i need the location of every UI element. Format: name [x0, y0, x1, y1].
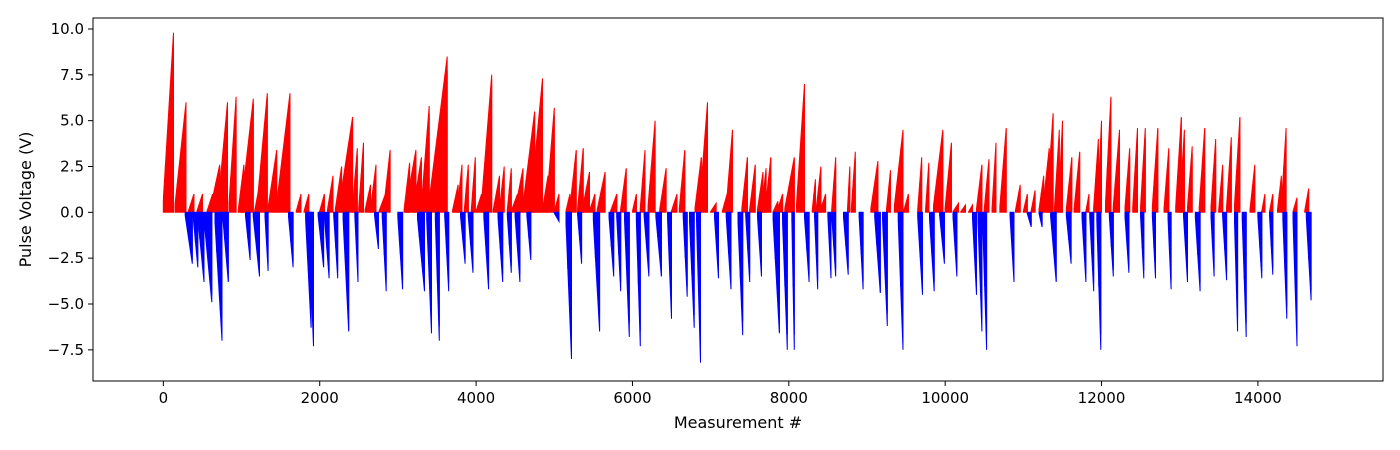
y-axis-label: Pulse Voltage (V) [16, 132, 35, 268]
x-tick-label: 10000 [921, 389, 969, 407]
x-axis: 0 2000 4000 6000 8000 10000 12000 14000 [159, 381, 1282, 407]
axes-frame [92, 17, 1384, 382]
y-axis: −7.5 −5.0 −2.5 0.0 2.5 5.0 7.5 10.0 [48, 20, 93, 359]
y-tick-label: 10.0 [51, 20, 84, 38]
x-tick-label: 14000 [1234, 389, 1282, 407]
x-tick-label: 4000 [457, 389, 495, 407]
x-axis-label: Measurement # [674, 413, 802, 432]
y-tick-label: 0.0 [60, 203, 84, 221]
series-negative [184, 211, 1312, 363]
y-tick-label: −5.0 [48, 295, 84, 313]
y-tick-label: −2.5 [48, 249, 84, 267]
y-tick-label: −7.5 [48, 341, 84, 359]
x-tick-label: 0 [159, 389, 169, 407]
x-tick-label: 12000 [1078, 389, 1126, 407]
y-tick-label: 7.5 [60, 66, 84, 84]
plot-area [162, 32, 1312, 363]
x-tick-label: 2000 [301, 389, 339, 407]
series-positive [162, 32, 1310, 213]
y-tick-label: 2.5 [60, 158, 84, 176]
x-tick-label: 8000 [770, 389, 808, 407]
x-tick-label: 6000 [613, 389, 651, 407]
y-tick-label: 5.0 [60, 112, 84, 130]
